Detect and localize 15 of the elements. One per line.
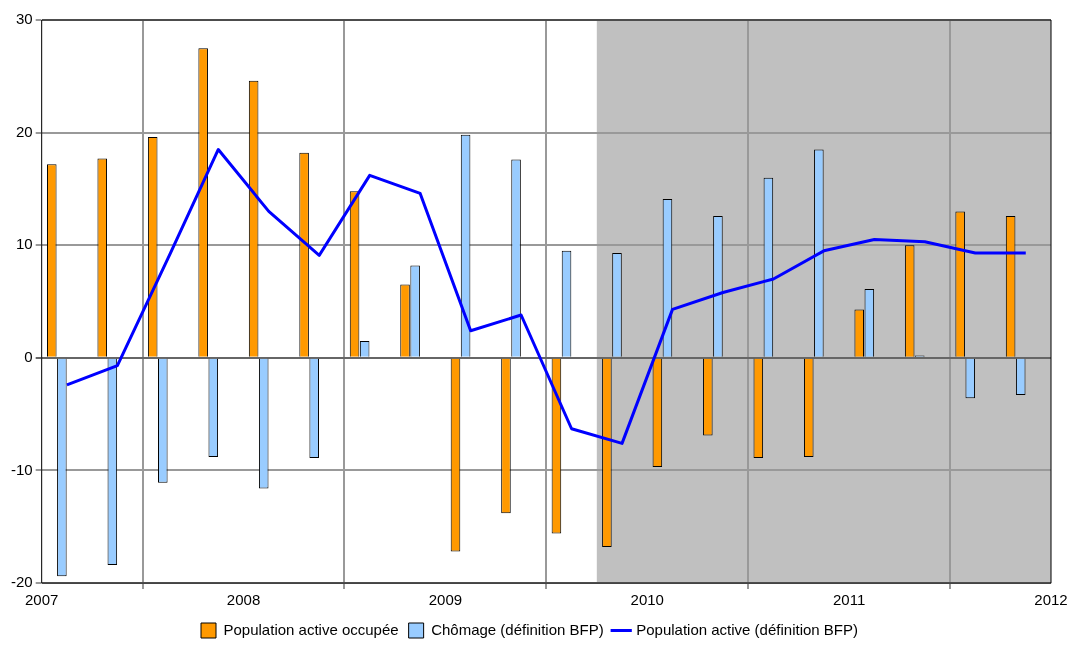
x-tick-label: 2009 [428,591,463,609]
x-tick-label: 2012 [1034,591,1068,609]
y-tick-label: -10 [10,460,33,478]
legend-label: Population active (définition BFP) [636,620,859,638]
y-tick-label: 30 [15,10,33,28]
legend-label: Population active occupée [223,620,399,638]
x-tick-label: 2007 [24,591,59,609]
y-tick-label: 20 [15,122,33,140]
x-tick-label: 2010 [630,591,664,609]
y-tick-label: -20 [10,573,33,591]
x-tick-label: 2008 [226,591,261,609]
legend-label: Chômage (définition BFP) [431,620,604,638]
y-tick-label: 10 [15,235,33,253]
x-tick-label: 2011 [833,591,866,609]
y-tick-label: 0 [24,347,33,365]
